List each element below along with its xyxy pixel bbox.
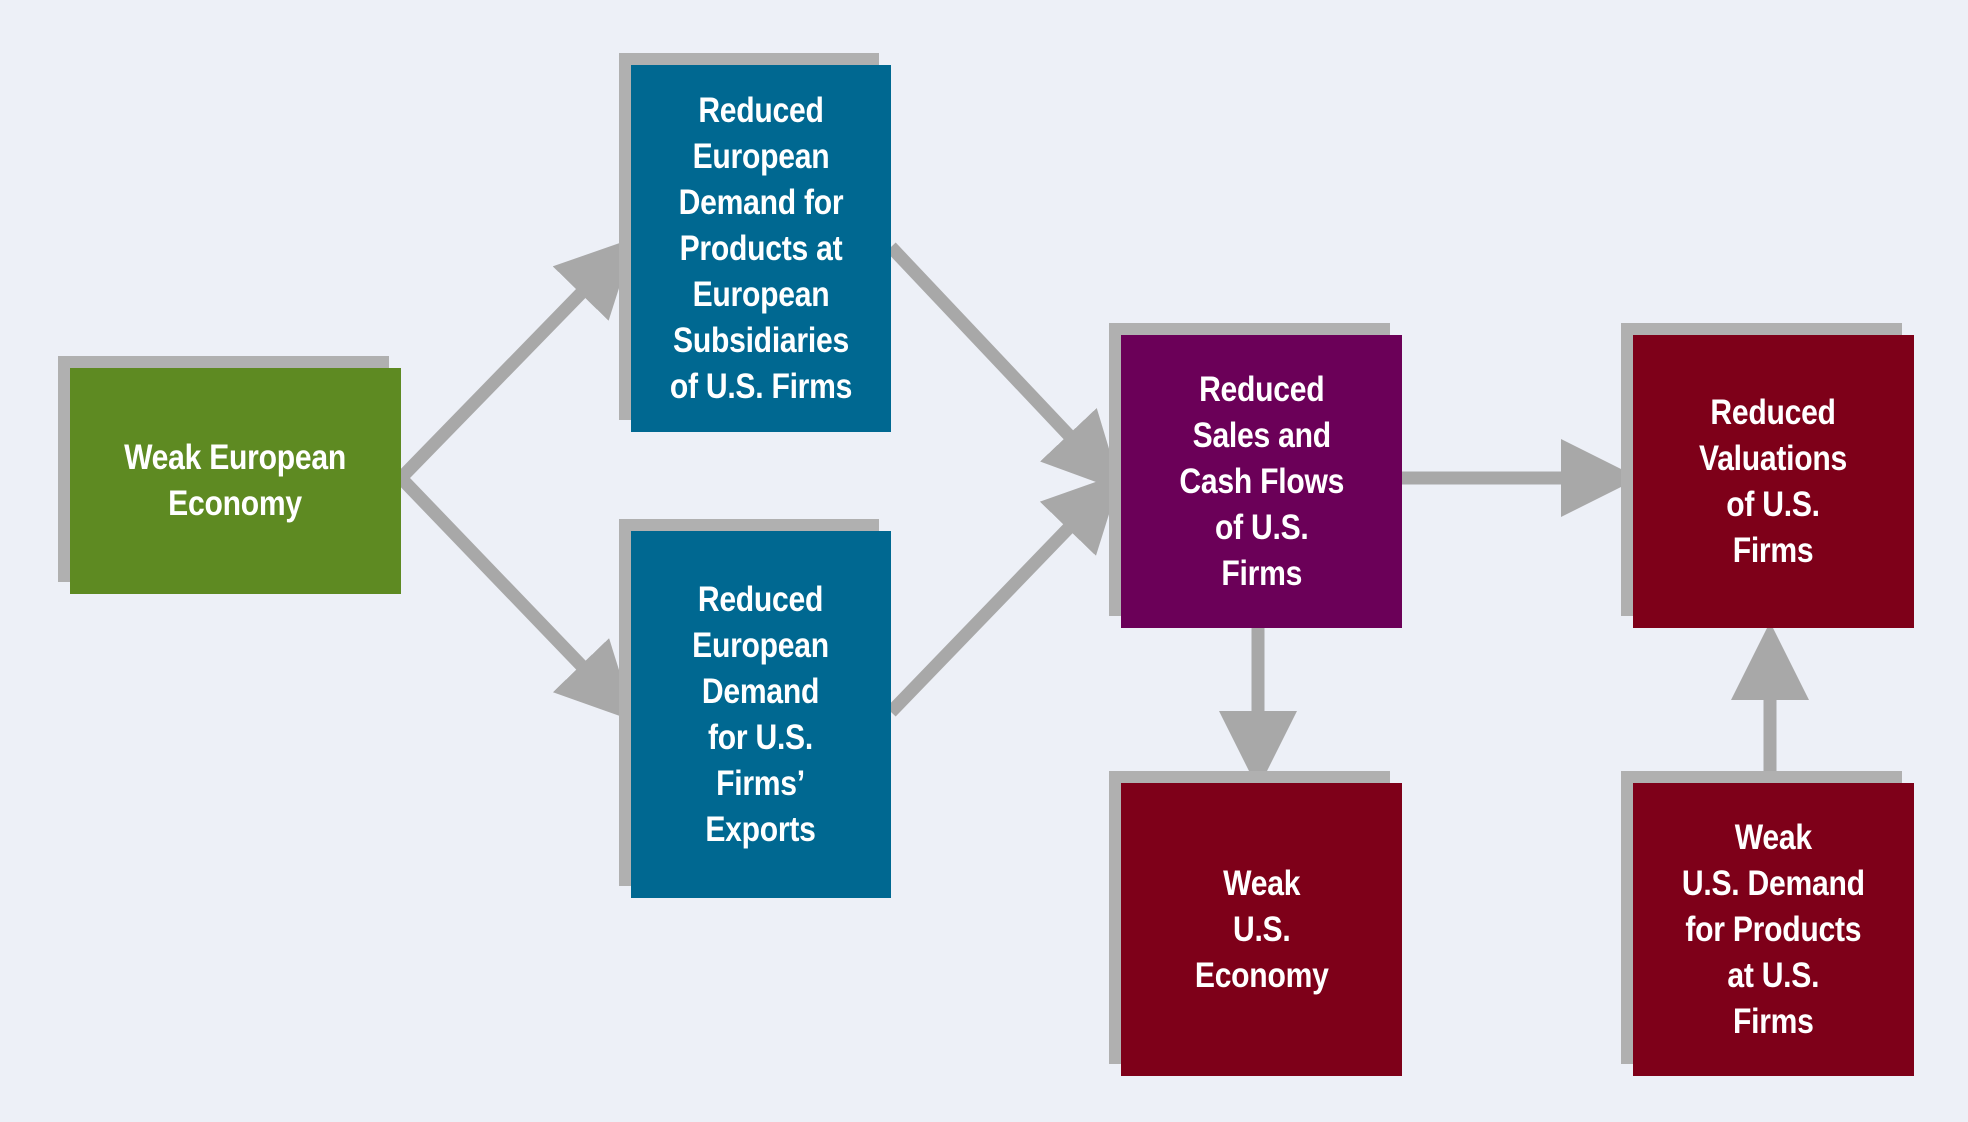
node-label: Reduced European Demand for Products at … bbox=[669, 90, 853, 406]
node-label: Reduced Valuations of U.S. Firms bbox=[1699, 392, 1848, 570]
node-label: Weak U.S. Demand for Products at U.S. Fi… bbox=[1682, 817, 1865, 1041]
node-weak-european-economy: Weak European Economy bbox=[70, 368, 401, 594]
node-label: Reduced Sales and Cash Flows of U.S. Fir… bbox=[1179, 369, 1344, 593]
node-reduced-sales: Reduced Sales and Cash Flows of U.S. Fir… bbox=[1121, 335, 1402, 628]
node-reduced-demand-subsidiaries: Reduced European Demand for Products at … bbox=[631, 65, 891, 432]
node-weak-us-economy: Weak U.S. Economy bbox=[1121, 783, 1402, 1076]
arrow-weak-european-economy-to-reduced-demand-exports bbox=[396, 473, 636, 722]
node-label: Weak European Economy bbox=[124, 438, 347, 523]
arrow-reduced-demand-subsidiaries-to-reduced-sales bbox=[886, 242, 1122, 492]
node-label: Weak U.S. Economy bbox=[1194, 863, 1329, 995]
node-weak-us-demand: Weak U.S. Demand for Products at U.S. Fi… bbox=[1633, 783, 1914, 1076]
arrow-reduced-demand-exports-to-reduced-sales bbox=[886, 472, 1123, 717]
arrow-weak-european-economy-to-reduced-demand-subsidiaries bbox=[396, 237, 636, 483]
node-reduced-demand-exports: Reduced European Demand for U.S. Firms’ … bbox=[631, 531, 891, 898]
node-reduced-valuations: Reduced Valuations of U.S. Firms bbox=[1633, 335, 1914, 628]
node-label: Reduced European Demand for U.S. Firms’ … bbox=[692, 579, 830, 849]
